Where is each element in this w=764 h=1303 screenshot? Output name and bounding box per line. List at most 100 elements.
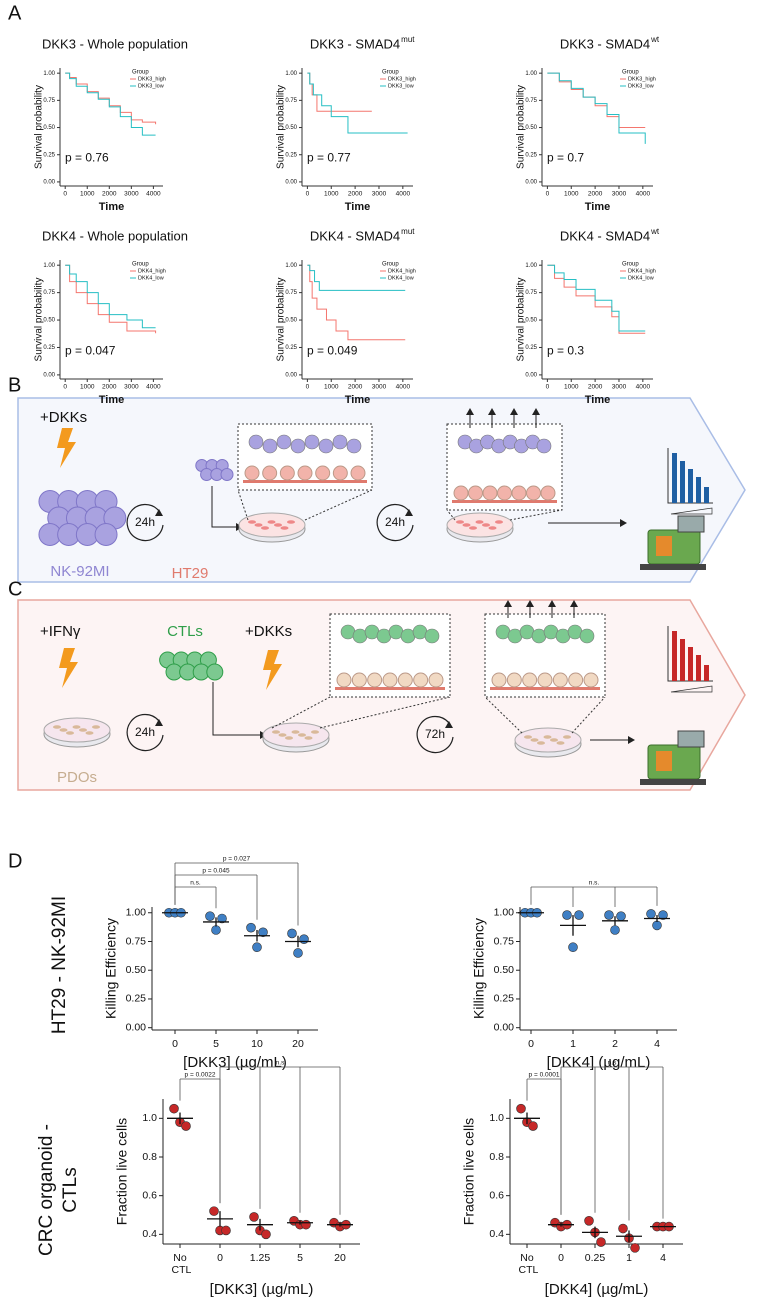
x-tick-label: 0 [546,384,550,391]
survival-curve [307,72,372,112]
dish-cell [291,730,300,734]
y-tick-label: 0.25 [525,152,537,158]
chart-title-sup: wt [650,227,660,236]
legend-label: DKK4_low [388,275,414,281]
data-point [246,922,256,933]
machine-screen [677,515,705,533]
mini-bar [704,487,709,503]
arrow-head [466,408,474,415]
dish-cell [79,728,87,732]
dish-cell [556,741,565,745]
data-point [630,1243,640,1253]
y-tick-label: 0.75 [285,98,297,104]
survival-curve [547,264,646,332]
x-tick-label: No CTL [516,1252,539,1276]
x-axis-label: Time [585,201,610,213]
cell [346,438,362,454]
cell [206,663,224,681]
arrow-head [445,721,453,728]
dish [262,722,330,748]
dish-cell [274,523,282,527]
legend-title: Group [382,262,399,268]
x-tick-label: 3000 [372,384,387,391]
mini-bar [672,453,677,503]
cell [497,485,512,501]
y-tick-label: 1.00 [285,263,297,269]
survival-curve [307,264,406,291]
dish-cell [475,520,484,524]
y-tick-label: 0.00 [494,1021,515,1033]
dish-cell [280,526,289,530]
y-tick-label: 0.50 [43,318,55,324]
dish [446,512,514,538]
cell [537,672,553,688]
substrate [490,687,600,690]
cell [336,672,352,688]
cell [244,465,260,481]
dish-cell [530,738,539,742]
data-point [528,1121,538,1131]
substrate [452,500,557,503]
machine [647,744,701,780]
survival-curve [65,72,157,125]
legend-title: Group [622,70,639,76]
x-tick-label: 5 [213,1038,219,1050]
mini-bar [696,655,701,681]
x-tick-label: 2000 [102,191,117,198]
cell [318,438,334,454]
data-point [568,942,578,953]
arrow-head [405,509,413,516]
cell [526,485,541,501]
data-point [221,1225,231,1236]
annotation: p = 0.76 [65,151,109,165]
legend-label: DKK4_high [388,268,416,274]
x-tick-label: 3000 [612,191,627,198]
cell [552,672,568,688]
data-point [574,910,584,920]
chart-title: DKK4 - Whole population [42,228,188,243]
data-point [249,1212,259,1222]
y-axis-label: Killing Efficiency [103,918,119,1019]
x-tick-label: 0 [306,191,310,198]
legend-label: DKK4_low [138,275,164,281]
x-tick-label: 3000 [124,384,139,391]
panel-letter: C [8,578,22,600]
x-tick-label: 1 [626,1252,632,1264]
y-tick-label: 0.25 [43,152,55,158]
x-tick-label: 1 [570,1038,576,1050]
x-tick-label: 3000 [124,191,139,198]
x-tick-label: 20 [334,1252,346,1264]
x-axis-label: Time [99,201,124,213]
data-point [596,1237,606,1247]
y-tick-label: 0.00 [285,372,297,378]
cell [536,438,552,454]
mini-bar [704,665,709,681]
x-tick-label: 0 [217,1252,223,1264]
cell [382,672,398,688]
x-tick-label: 2000 [588,191,603,198]
panel-b-frame [17,397,746,583]
cell [397,672,413,688]
arrow [212,682,260,736]
x-tick-label: 2 [612,1038,618,1050]
x-tick-label: 2000 [348,191,363,198]
dish-cell [298,733,306,737]
y-tick-label: 0.50 [126,964,147,976]
y-axis-label: Survival probability [516,278,527,362]
data-point [258,927,268,938]
legend-label: DKK3_low [628,83,654,89]
legend-title: Group [622,262,639,268]
y-tick-label: 0.6 [489,1189,504,1201]
survival-curve [65,72,156,136]
cell [220,468,234,481]
y-tick-label: 1.00 [525,263,537,269]
machine-base [640,779,706,785]
y-tick-label: 0.50 [285,318,297,324]
y-tick-label: 1.00 [43,71,55,77]
x-tick-label: 1000 [324,384,339,391]
y-axis-label: Killing Efficiency [471,918,487,1019]
y-tick-label: 0.50 [525,125,537,131]
x-tick-label: 1.25 [250,1252,271,1264]
chart-title-sup: mut [401,35,415,44]
y-axis-label: Fraction live cells [114,1118,130,1225]
